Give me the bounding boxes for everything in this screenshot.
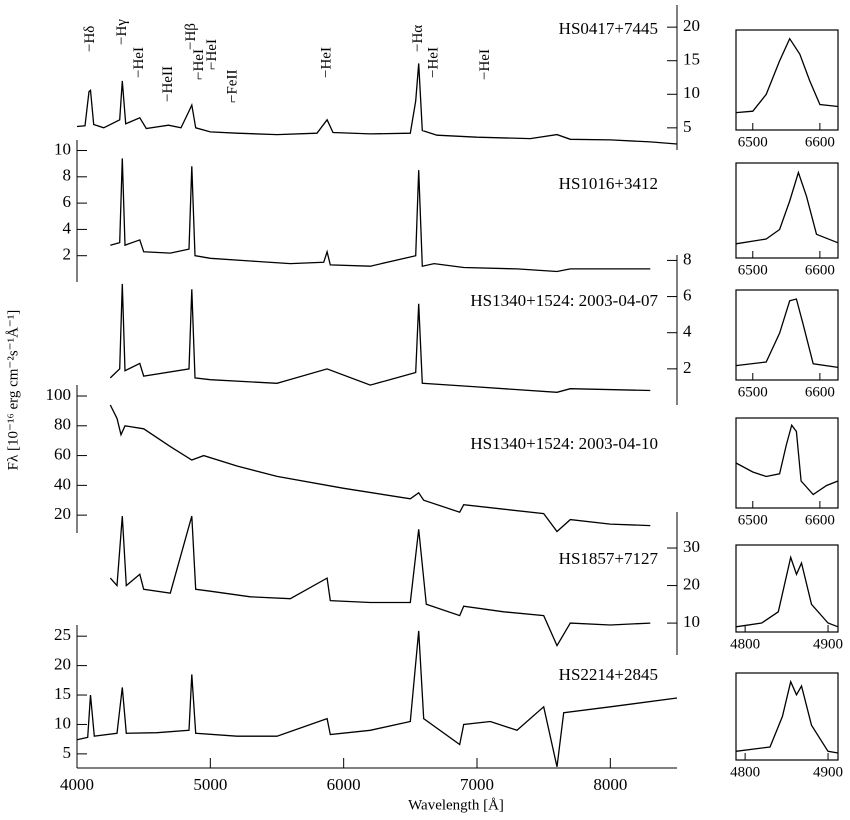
spectrum-label: HS0417+7445 — [559, 19, 658, 38]
inset-x-tick-label: 6600 — [805, 134, 835, 150]
y-tick-label: 10 — [683, 612, 700, 631]
spectrum — [109, 283, 651, 393]
y-tick-label: 20 — [683, 16, 700, 35]
y-tick-label: 15 — [54, 684, 71, 703]
inset-x-tick-label: 6500 — [738, 384, 768, 400]
spectrum-label: HS1340+1524: 2003-04-10 — [470, 434, 658, 453]
inset-profile — [735, 37, 839, 114]
y-axis-label: Fλ [10⁻¹⁶ erg cm⁻²s⁻¹Å⁻¹] — [5, 310, 21, 471]
inset-x-tick-label: 6600 — [805, 384, 835, 400]
inset-profile — [735, 423, 839, 496]
spectrum — [110, 158, 651, 273]
x-tick-label: 6000 — [327, 775, 361, 794]
spectrum-label: HS1016+3412 — [559, 174, 658, 193]
y-tick-label: 20 — [683, 574, 700, 593]
inset-x-tick-label: 6500 — [738, 134, 768, 150]
x-tick-label: 5000 — [193, 775, 227, 794]
line-id: −HeII — [160, 66, 176, 102]
y-tick-label: 4 — [683, 322, 692, 341]
inset-profile — [735, 679, 839, 754]
y-tick-label: 25 — [54, 625, 71, 644]
y-tick-label: 10 — [54, 713, 71, 732]
y-tick-label: 15 — [683, 50, 700, 69]
line-id: −Hα — [410, 25, 426, 52]
y-tick-label: 6 — [683, 285, 692, 304]
x-tick-label: 7000 — [460, 775, 494, 794]
y-tick-label: 60 — [54, 444, 71, 463]
inset-frame — [735, 544, 839, 633]
y-tick-label: 8 — [63, 166, 72, 185]
spectrum — [76, 630, 678, 767]
inset-profile — [735, 555, 839, 628]
x-tick-label: 4000 — [60, 775, 94, 794]
y-tick-label: 2 — [683, 358, 692, 377]
line-id: −Hβ — [183, 23, 199, 50]
inset-x-tick-label: 4900 — [813, 764, 843, 780]
x-axis-label: Wavelength [Å] — [408, 797, 504, 813]
y-tick-label: 10 — [54, 139, 71, 158]
y-tick-label: 20 — [54, 655, 71, 674]
inset-frame — [735, 417, 839, 509]
y-tick-label: 100 — [46, 385, 72, 404]
inset-frame — [735, 289, 839, 381]
inset-frame — [735, 162, 839, 259]
spectrum-label: HS1857+7127 — [559, 549, 659, 568]
y-tick-label: 40 — [54, 474, 71, 493]
inset-profile — [735, 298, 839, 369]
spectrum-label: HS2214+2845 — [559, 665, 658, 684]
y-tick-label: 20 — [54, 504, 71, 523]
y-tick-label: 10 — [683, 83, 700, 102]
line-id: −HeI — [477, 49, 493, 80]
y-tick-label: 5 — [63, 743, 72, 762]
line-id: −Hδ — [82, 26, 98, 52]
line-id: −Hγ — [114, 19, 130, 45]
y-tick-label: 8 — [683, 249, 692, 268]
y-tick-label: 6 — [63, 192, 72, 211]
inset-x-tick-label: 6500 — [738, 262, 768, 278]
line-id: −HeI — [319, 47, 335, 78]
line-id: ⌐HeI — [204, 39, 220, 70]
inset-profile — [735, 170, 839, 245]
inset-x-tick-label: 4900 — [813, 636, 843, 652]
inset-x-tick-label: 4800 — [730, 636, 760, 652]
line-id: ⌐FeII — [224, 70, 240, 103]
line-id: −HeI — [131, 47, 147, 78]
spectrum — [76, 63, 678, 145]
spectrum — [109, 515, 651, 648]
y-tick-label: 30 — [683, 537, 700, 556]
line-id: ⌐HeI — [191, 49, 207, 80]
inset-x-tick-label: 6600 — [805, 262, 835, 278]
spectrum — [109, 404, 651, 533]
inset-frame — [735, 29, 839, 131]
inset-x-tick-label: 4800 — [730, 764, 760, 780]
inset-frame — [735, 672, 839, 761]
line-id: −HeI — [426, 47, 442, 78]
spectrum-label: HS1340+1524: 2003-04-07 — [470, 291, 658, 310]
y-tick-label: 80 — [54, 415, 71, 434]
y-tick-label: 5 — [683, 117, 692, 136]
x-tick-label: 8000 — [593, 775, 627, 794]
inset-x-tick-label: 6600 — [805, 512, 835, 528]
inset-x-tick-label: 6500 — [738, 512, 768, 528]
y-tick-label: 4 — [63, 218, 72, 237]
y-tick-label: 2 — [63, 245, 72, 264]
